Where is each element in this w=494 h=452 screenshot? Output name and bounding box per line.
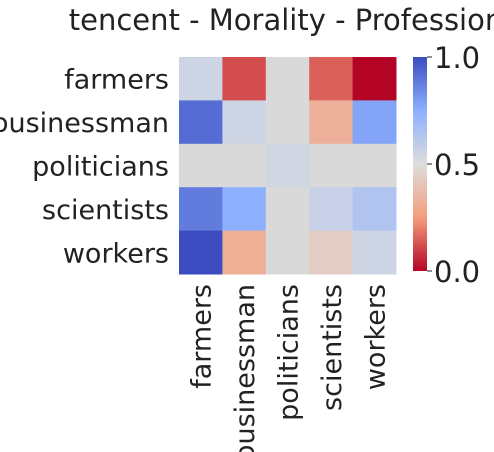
heatmap-cells bbox=[179, 57, 397, 275]
heatmap-cell bbox=[309, 143, 354, 188]
heatmap-cell bbox=[222, 143, 267, 188]
heatmap-cell bbox=[309, 100, 354, 145]
heatmap-cell bbox=[309, 57, 354, 101]
heatmap-cell bbox=[179, 143, 223, 188]
heatmap-cell bbox=[179, 187, 223, 232]
heatmap-cell bbox=[352, 230, 397, 275]
heatmap-cell bbox=[265, 143, 310, 188]
heatmap-cell bbox=[222, 100, 267, 145]
row-label: politicians bbox=[32, 152, 169, 183]
heatmap-cell bbox=[309, 230, 354, 275]
heatmap-cell bbox=[352, 57, 397, 101]
heatmap-cell bbox=[265, 57, 310, 101]
column-label: workers bbox=[360, 284, 391, 390]
heatmap-cell bbox=[352, 143, 397, 188]
row-label: workers bbox=[63, 238, 169, 269]
heatmap-cell bbox=[222, 230, 267, 275]
row-label: scientists bbox=[42, 195, 169, 226]
heatmap-cell bbox=[352, 187, 397, 232]
heatmap-cell bbox=[222, 57, 267, 101]
colorbar-tick-label: 0.0 bbox=[434, 255, 480, 289]
column-tick-labels: farmers businessman politicians scientists w… bbox=[187, 284, 392, 452]
heatmap-cell bbox=[179, 230, 223, 275]
heatmap-cell bbox=[265, 100, 310, 145]
colorbar: 0.0 0.5 1.0 bbox=[413, 41, 480, 289]
heatmap-cell bbox=[352, 100, 397, 145]
colorbar-gradient bbox=[413, 57, 427, 271]
row-tick-labels: farmers businessman politicians scientists w… bbox=[0, 65, 169, 270]
column-label: businessman bbox=[230, 284, 261, 452]
column-label: farmers bbox=[187, 284, 218, 389]
row-label: businessman bbox=[0, 108, 169, 139]
colorbar-tick-label: 1.0 bbox=[434, 41, 480, 75]
heatmap-cell bbox=[179, 57, 223, 101]
column-label: scientists bbox=[317, 284, 348, 411]
colorbar-tick-label: 0.5 bbox=[434, 148, 480, 182]
column-label: politicians bbox=[274, 284, 305, 421]
heatmap-cell bbox=[179, 100, 223, 145]
heatmap-cell bbox=[265, 187, 310, 232]
heatmap-cell bbox=[222, 187, 267, 232]
row-label: farmers bbox=[64, 65, 169, 96]
heatmap-cell bbox=[265, 230, 310, 275]
heatmap-cell bbox=[309, 187, 354, 232]
chart-title: tencent - Morality - Profession bbox=[69, 3, 494, 37]
